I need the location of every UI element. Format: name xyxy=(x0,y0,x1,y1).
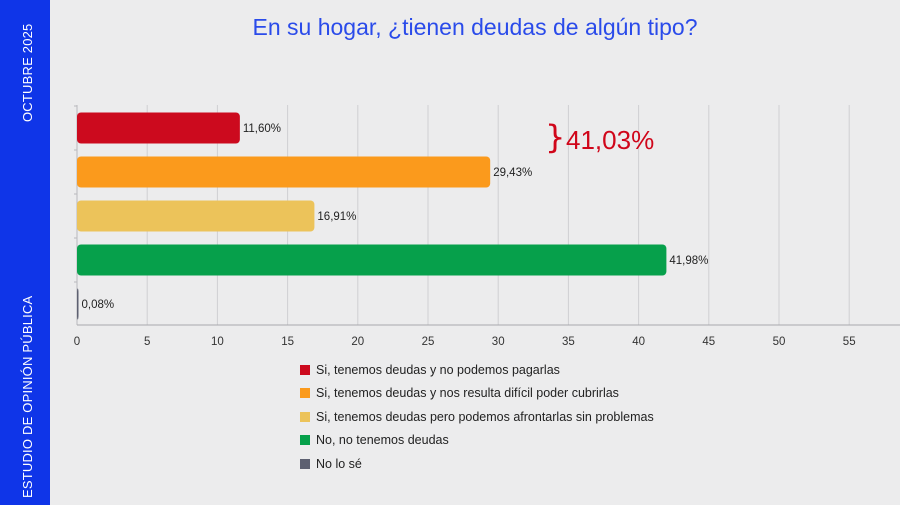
bar xyxy=(77,112,240,144)
x-tick-label: 55 xyxy=(843,336,856,348)
legend-swatch xyxy=(300,411,310,422)
chart-title: En su hogar, ¿tienen deudas de algún tip… xyxy=(252,14,698,40)
legend-item: Si, tenemos deudas pero podemos afrontar… xyxy=(300,405,654,429)
bar-value-label: 29,43% xyxy=(493,167,532,179)
x-tick-label: 20 xyxy=(351,336,364,348)
legend-label: No, no tenemos deudas xyxy=(316,433,449,448)
sidebar: OCTUBRE 2025 ESTUDIO DE OPINIÓN PÚBLICA xyxy=(0,0,50,505)
legend-label: Si, tenemos deudas y nos resulta difícil… xyxy=(316,386,619,401)
bar-value-label: 16,91% xyxy=(317,211,356,223)
legend-swatch xyxy=(300,364,310,375)
bar-value-label: 41,98% xyxy=(669,255,708,267)
annotation-bracket: } xyxy=(545,118,565,156)
bar xyxy=(77,288,79,320)
legend-item: No lo sé xyxy=(300,452,654,476)
x-tick-label: 45 xyxy=(702,336,715,348)
legend-item: Si, tenemos deudas y no podemos pagarlas xyxy=(300,358,654,382)
legend-label: Si, tenemos deudas y no podemos pagarlas xyxy=(316,362,560,377)
legend-item: Si, tenemos deudas y nos resulta difícil… xyxy=(300,382,654,406)
bar-value-label: 11,60% xyxy=(243,123,281,135)
legend-swatch xyxy=(300,435,310,446)
x-tick-label: 50 xyxy=(773,336,786,348)
x-tick-label: 30 xyxy=(492,336,505,348)
bar xyxy=(77,200,315,232)
bar-value-label: 0,08% xyxy=(82,299,115,311)
legend-label: Si, tenemos deudas pero podemos afrontar… xyxy=(316,409,654,424)
annotation-total: 41,03% xyxy=(566,125,654,155)
legend: Si, tenemos deudas y no podemos pagarlas… xyxy=(300,358,654,476)
bar xyxy=(77,156,491,188)
x-tick-label: 15 xyxy=(281,336,294,348)
x-tick-label: 40 xyxy=(632,336,645,348)
x-tick-label: 0 xyxy=(74,336,80,348)
x-tick-label: 35 xyxy=(562,336,575,348)
legend-item: No, no tenemos deudas xyxy=(300,429,654,453)
x-tick-label: 10 xyxy=(211,336,224,348)
bar xyxy=(77,244,667,276)
legend-swatch xyxy=(300,458,310,469)
x-tick-label: 5 xyxy=(144,336,150,348)
legend-swatch xyxy=(300,388,310,399)
legend-label: No lo sé xyxy=(316,456,362,471)
x-tick-label: 25 xyxy=(422,336,435,348)
